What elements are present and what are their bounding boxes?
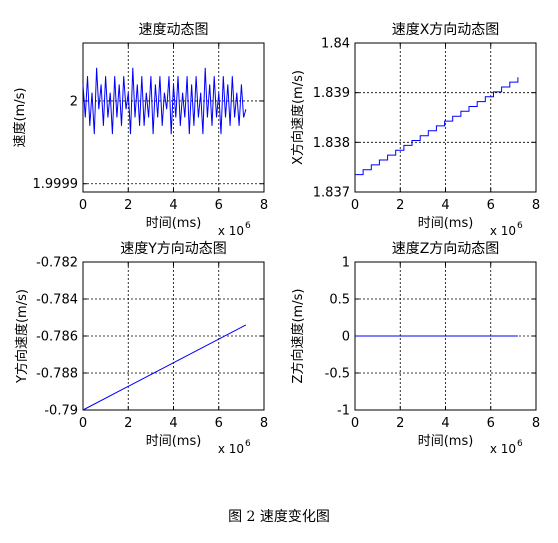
x-tick-label: 2 [396,416,404,431]
y-axis-label: 速度(m/s) [12,88,28,148]
x-tick-label: 4 [441,198,449,213]
x-tick-label: 6 [215,198,223,213]
x-tick-label: 4 [441,416,449,431]
x-multiplier: x 10 [490,224,516,238]
y-tick-label: -0.788 [36,367,78,382]
y-axis-label: Z方向速度(m/s) [290,289,306,384]
y-tick-label: 0.5 [329,293,350,308]
x-axis-label: 时间(ms) [418,434,474,449]
x-multiplier: x 10 [218,224,244,238]
y-tick-label: 0 [342,330,350,345]
x-tick-label: 6 [487,198,495,213]
y-tick-label: -0.79 [44,404,78,419]
x-multiplier-exponent: 6 [245,221,251,231]
x-axis-label: 时间(ms) [146,216,202,231]
chart-title: 速度Y方向动态图 [120,241,227,257]
x-tick-label: 0 [79,416,87,431]
x-multiplier: x 10 [490,442,516,456]
y-tick-label: 2 [70,94,78,109]
chart-panel-3: 0 2 4 6 8-0.79-0.788-0.786-0.784-0.782速度Y方向动… [14,241,268,456]
x-tick-label: 8 [260,198,268,213]
y-tick-label: -0.5 [325,367,350,382]
x-multiplier: x 10 [218,442,244,456]
x-tick-label: 8 [532,198,540,213]
y-tick-label: -0.786 [36,330,78,345]
x-multiplier-exponent: 6 [517,439,523,449]
x-tick-label: 6 [487,416,495,431]
x-multiplier-exponent: 6 [245,439,251,449]
x-tick-label: 2 [124,416,132,431]
y-tick-label: -0.782 [36,256,78,271]
chart-title: 速度X方向动态图 [392,22,500,38]
chart-panel-2: 0 2 4 6 81.8371.8381.8391.84速度X方向动态图时间(ms)X方… [290,22,540,238]
figure-caption: 图 2 速度变化图 [228,509,330,525]
x-tick-label: 6 [215,416,223,431]
x-axis-label: 时间(ms) [418,216,474,231]
y-tick-label: 1.838 [313,136,350,151]
y-tick-label: 1.839 [313,86,350,101]
series-line [82,67,247,135]
x-tick-label: 2 [124,198,132,213]
y-tick-label: 1.9999 [33,177,79,192]
series-line [82,324,247,411]
x-tick-label: 0 [79,198,87,213]
y-tick-label: 1.837 [313,186,350,201]
chart-title: 速度动态图 [139,22,209,38]
y-tick-label: -1 [337,404,350,419]
y-tick-label: 1.84 [321,37,350,52]
x-tick-label: 8 [260,416,268,431]
x-tick-label: 4 [169,416,177,431]
x-tick-label: 0 [351,198,359,213]
y-axis-label: X方向速度(m/s) [290,70,306,165]
plot-area [354,42,537,193]
y-tick-label: -0.784 [36,293,78,308]
x-tick-label: 4 [169,198,177,213]
x-tick-label: 0 [351,416,359,431]
x-axis-label: 时间(ms) [146,434,202,449]
series-line [355,77,519,176]
plot-area [82,42,265,193]
chart-title: 速度Z方向动态图 [392,241,500,257]
x-multiplier-exponent: 6 [517,221,523,231]
y-tick-label: 1 [342,256,350,271]
chart-panel-4: 0 2 4 6 8-1-0.500.51速度Z方向动态图时间(ms)Z方向速度(m/s)… [290,241,540,456]
x-tick-label: 8 [532,416,540,431]
y-axis-label: Y方向速度(m/s) [14,289,30,384]
x-tick-label: 2 [396,198,404,213]
